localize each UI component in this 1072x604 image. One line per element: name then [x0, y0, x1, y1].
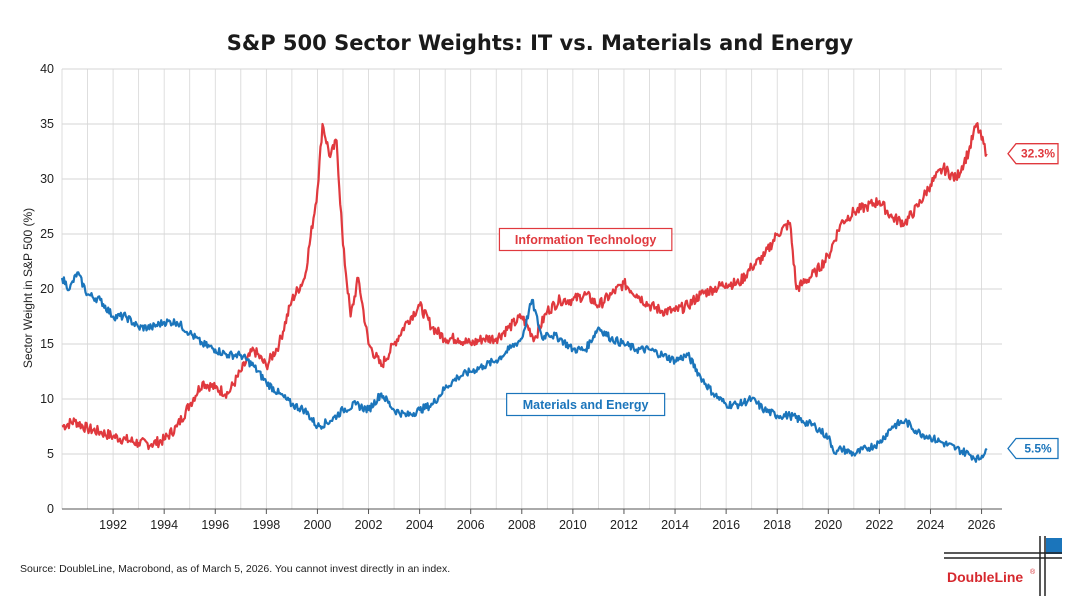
it-series-line	[61, 122, 988, 451]
y-tick-labels: 0 5 10 15 20 25 30 35 40	[40, 62, 54, 516]
end-value-text: 5.5%	[1024, 442, 1052, 456]
series-annotation-text: Information Technology	[515, 233, 656, 247]
series-annotation: Information Technology	[498, 227, 673, 252]
x-tick-label: 2006	[457, 518, 485, 532]
end-value-box	[1007, 143, 1059, 165]
series-annotation-box	[506, 392, 666, 417]
x-tick-label: 2022	[865, 518, 893, 532]
logo-blue-square	[1046, 538, 1062, 554]
x-tick-label: 2004	[406, 518, 434, 532]
chart-title: S&P 500 Sector Weights: IT vs. Materials…	[227, 31, 854, 55]
end-value-callout: 32.3%	[1007, 143, 1059, 165]
x-tick-label: 1994	[150, 518, 178, 532]
source-note: Source: DoubleLine, Macrobond, as of Mar…	[20, 563, 450, 575]
x-tick-label: 2018	[763, 518, 791, 532]
y-tick-label: 35	[40, 117, 54, 131]
logo-text: DoubleLine	[947, 569, 1023, 585]
x-tick-label: 1996	[201, 518, 229, 532]
materials-energy-series-line	[60, 271, 988, 463]
end-value-text: 32.3%	[1021, 147, 1055, 161]
series-annotation-text: Materials and Energy	[523, 398, 649, 412]
x-tick-labels: 1992 1994 1996 1998 2000 2002 2004 2006 2008 2010…	[99, 518, 995, 532]
doubleline-logo: DoubleLine ®	[944, 536, 1062, 596]
y-axis-label: Sector Weight in S&P 500 (%)	[21, 208, 35, 368]
x-tick-label: 1998	[252, 518, 280, 532]
x-tick-label: 2008	[508, 518, 536, 532]
series-annotations: Information Technology Materials and Ener…	[498, 227, 673, 417]
gridlines	[61, 68, 1002, 510]
x-tick-label: 2012	[610, 518, 638, 532]
x-tick-label: 2026	[968, 518, 996, 532]
end-value-labels: 32.3% 5.5%	[1007, 143, 1059, 460]
x-tick-label: 2010	[559, 518, 587, 532]
x-tick-label: 2000	[304, 518, 332, 532]
series-annotation-box	[498, 227, 673, 252]
y-tick-label: 0	[47, 502, 54, 516]
y-tick-label: 30	[40, 172, 54, 186]
y-tick-label: 20	[40, 282, 54, 296]
axes	[62, 508, 1002, 514]
x-tick-label: 2014	[661, 518, 689, 532]
y-tick-label: 10	[40, 392, 54, 406]
end-value-callout: 5.5%	[1007, 437, 1059, 460]
y-tick-label: 25	[40, 227, 54, 241]
x-tick-label: 2016	[712, 518, 740, 532]
y-tick-label: 5	[47, 447, 54, 461]
x-tick-label: 2002	[355, 518, 383, 532]
end-value-box	[1007, 437, 1059, 460]
y-tick-label: 15	[40, 337, 54, 351]
logo-registered-mark: ®	[1030, 568, 1036, 576]
x-tick-label: 2024	[917, 518, 945, 532]
x-tick-label: 1992	[99, 518, 127, 532]
x-tick-label: 2020	[814, 518, 842, 532]
y-tick-label: 40	[40, 62, 54, 76]
series-lines	[60, 122, 988, 463]
series-annotation: Materials and Energy	[506, 392, 666, 417]
